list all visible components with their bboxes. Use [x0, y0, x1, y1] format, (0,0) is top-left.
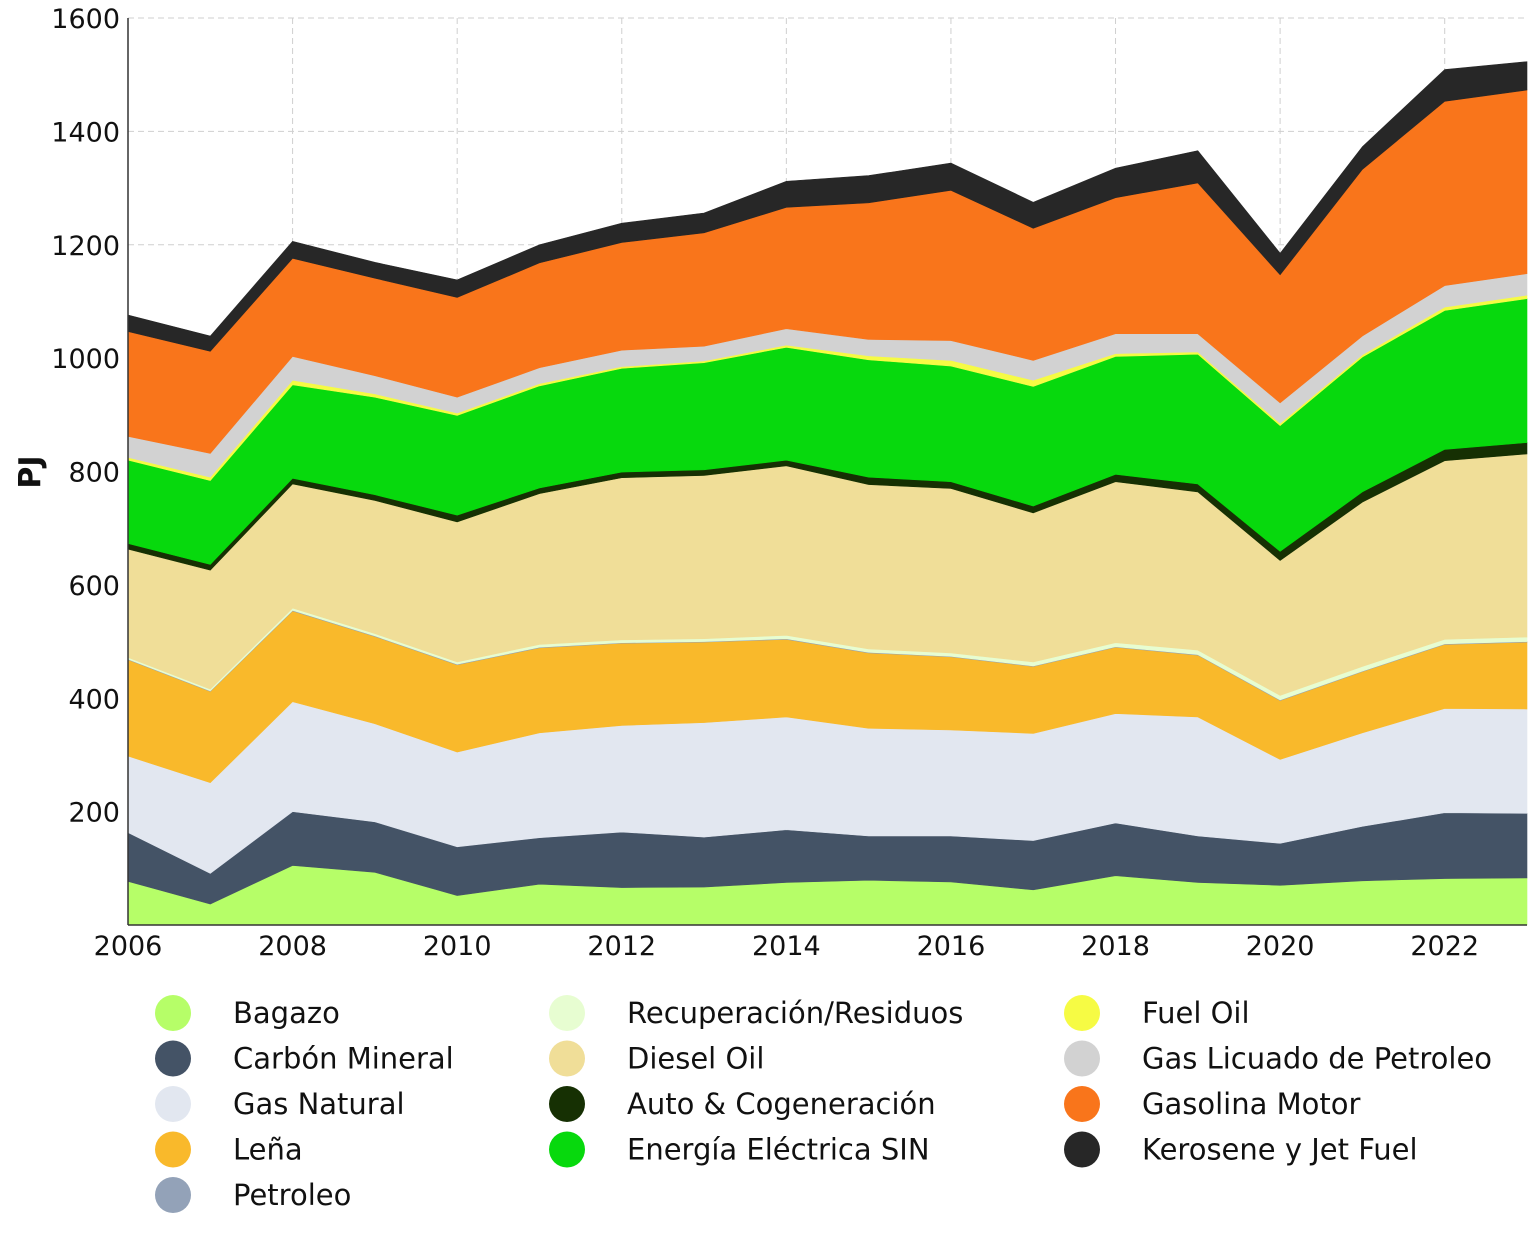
x-tick-label: 2012 [587, 931, 656, 962]
x-tick-label: 2014 [752, 931, 821, 962]
legend-swatch [549, 1131, 585, 1168]
legend-label: Diesel Oil [627, 1042, 764, 1076]
legend-label: Energía Eléctrica SIN [627, 1133, 930, 1167]
x-tick-label: 2010 [423, 931, 492, 962]
y-axis-label: PJ [13, 455, 48, 488]
legend-label: Fuel Oil [1142, 996, 1250, 1030]
x-tick-label: 2016 [917, 931, 986, 962]
legend-item: Recuperación/Residuos [549, 995, 963, 1031]
legend-item: Carbón Mineral [155, 1040, 454, 1077]
legend-swatch [1064, 1086, 1100, 1122]
legend-item: Energía Eléctrica SIN [549, 1131, 930, 1168]
y-tick-label: 1600 [51, 4, 120, 35]
legend: Bagazo Carbón Mineral Gas Natural Leña Petro… [155, 995, 1492, 1213]
x-tick-label: 2006 [94, 931, 163, 962]
legend-swatch [155, 1040, 191, 1077]
legend-swatch [1064, 1040, 1100, 1077]
legend-item: Leña [155, 1131, 303, 1168]
legend-item: Petroleo [155, 1177, 351, 1213]
legend-item: Fuel Oil [1064, 995, 1250, 1031]
legend-swatch [155, 1086, 191, 1122]
x-tick-label: 2020 [1246, 931, 1315, 962]
legend-item: Gasolina Motor [1064, 1086, 1360, 1122]
tick-layer: 2006 2008 2010 2012 2014 2016 2018 2020 2022 200 4… [51, 4, 1479, 962]
legend-item: Auto & Cogeneración [549, 1086, 936, 1122]
legend-swatch [155, 995, 191, 1031]
legend-item: Gas Natural [155, 1086, 405, 1122]
legend-item: Kerosene y Jet Fuel [1064, 1131, 1418, 1168]
axis-layer [127, 18, 1527, 926]
legend-label: Kerosene y Jet Fuel [1142, 1133, 1418, 1167]
legend-label: Recuperación/Residuos [627, 996, 963, 1030]
legend-swatch [155, 1131, 191, 1168]
legend-swatch [549, 995, 585, 1031]
legend-label: Gas Natural [233, 1087, 405, 1121]
legend-label: Gasolina Motor [1142, 1087, 1360, 1121]
legend-label: Bagazo [233, 996, 340, 1030]
legend-item: Diesel Oil [549, 1040, 764, 1077]
legend-swatch [549, 1086, 585, 1122]
y-tick-label: 600 [68, 571, 120, 602]
area-layer [127, 61, 1528, 926]
legend-swatch [1064, 1131, 1100, 1168]
legend-label: Petroleo [233, 1178, 351, 1212]
y-tick-label: 1200 [51, 231, 120, 262]
x-tick-label: 2022 [1410, 931, 1479, 962]
y-tick-label: 200 [68, 798, 120, 829]
y-tick-label: 400 [68, 684, 120, 715]
legend-item: Bagazo [155, 995, 340, 1031]
y-tick-label: 1400 [51, 117, 120, 148]
y-tick-label: 800 [68, 458, 120, 489]
legend-label: Gas Licuado de Petroleo [1142, 1042, 1492, 1076]
area-kerosene-y-jet-fuel [127, 61, 1528, 352]
legend-swatch [549, 1040, 585, 1077]
legend-label: Auto & Cogeneración [627, 1087, 936, 1121]
legend-item: Gas Licuado de Petroleo [1064, 1040, 1492, 1077]
legend-swatch [155, 1177, 191, 1213]
legend-label: Leña [233, 1133, 303, 1167]
legend-swatch [1064, 995, 1100, 1031]
legend-label: Carbón Mineral [233, 1042, 454, 1076]
y-tick-label: 1000 [51, 344, 120, 375]
x-tick-label: 2018 [1081, 931, 1150, 962]
x-tick-label: 2008 [258, 931, 327, 962]
